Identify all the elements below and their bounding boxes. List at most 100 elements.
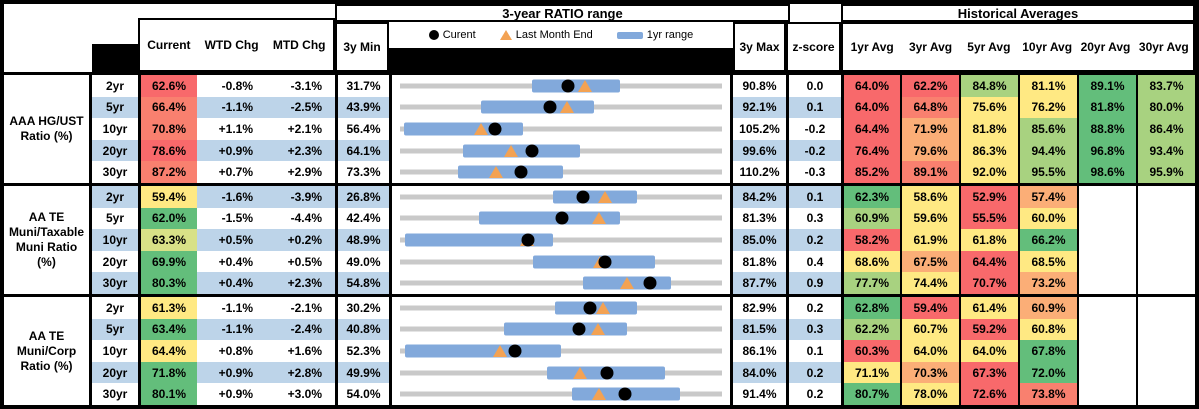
range-plot xyxy=(400,118,722,140)
avg-cell: 59.6% xyxy=(900,207,959,230)
current-dot xyxy=(643,276,657,290)
table-body: AAA HG/UST Ratio (%) 2yr 62.6% -0.8% -3.1% 31… xyxy=(4,72,1195,405)
min3y-cell: 49.9% xyxy=(335,361,389,384)
min3y-cell: 49.0% xyxy=(335,250,389,273)
avg-cell: 64.0% xyxy=(841,75,900,97)
avg-cell xyxy=(1077,297,1136,319)
min3y-cell: 52.3% xyxy=(335,340,389,362)
current-cell: 69.9% xyxy=(138,250,197,273)
current-dot xyxy=(555,211,569,225)
tenor-header-black-cell xyxy=(92,44,138,72)
avg-cell: 64.4% xyxy=(841,118,900,140)
tenor-cell: 5yr xyxy=(92,96,138,119)
range-chart-cell xyxy=(389,340,733,362)
range-track xyxy=(400,280,722,286)
chart-legend: Curent Last Month End 1yr range xyxy=(389,22,733,72)
current-dot xyxy=(583,301,597,315)
avg-cell: 89.1% xyxy=(900,161,959,183)
max3y-cell: 90.8% xyxy=(742,78,777,93)
range-plot xyxy=(400,161,722,183)
last-month-triangle-icon xyxy=(499,30,512,40)
mtd-change-cell: +2.9% xyxy=(287,165,322,180)
mtd-change-cell: -2.5% xyxy=(266,96,335,119)
table-row: 5yr 62.0% -1.5% -4.4% 42.4% 81.3% 0.3 60.9% 59.6… xyxy=(92,207,1195,230)
table-row: 10yr 64.4% +0.8% +1.6% 52.3% 86.1% 0.1 60.3% 64.… xyxy=(92,340,1195,362)
mtd-change-cell: +0.2% xyxy=(266,229,335,251)
range-track xyxy=(400,126,722,132)
avg-cell: 60.9% xyxy=(1018,297,1077,319)
mtd-change-cell: -3.1% xyxy=(290,78,322,93)
avg-col-header: 20yr Avg xyxy=(1080,40,1131,54)
zscore-cell: 0.2 xyxy=(786,297,841,319)
table-row: 5yr 66.4% -1.1% -2.5% 43.9% 92.1% 0.1 64.0% 64.8… xyxy=(92,96,1195,119)
max3y-column-header: 3y Max xyxy=(733,22,786,72)
max3y-cell: 87.7% xyxy=(733,272,786,294)
last-month-triangle xyxy=(503,144,518,157)
max3y-cell: 81.5% xyxy=(733,318,786,341)
avg-cell: 79.6% xyxy=(900,139,959,162)
tenor-cell: 2yr xyxy=(105,300,125,315)
current-cell: 70.8% xyxy=(138,118,197,140)
avg-cell: 61.8% xyxy=(959,229,1018,251)
wtd-change-cell: +0.9% xyxy=(218,387,253,402)
avg-col-header: 5yr Avg xyxy=(967,40,1011,54)
max3y-cell: 91.4% xyxy=(742,387,777,402)
legend-current-label: Curent xyxy=(442,29,476,41)
avg-cell: 81.1% xyxy=(1018,75,1077,97)
min3y-cell: 64.1% xyxy=(335,139,389,162)
range-track xyxy=(400,348,722,354)
avg-cell: 70.7% xyxy=(959,272,1018,294)
zscore-cell: 0.2 xyxy=(786,229,841,251)
range-chart-cell xyxy=(389,250,733,273)
wtd-change-cell: +0.9% xyxy=(197,361,266,384)
avg-cell: 59.2% xyxy=(959,318,1018,341)
change-columns-header: Current WTD Chg MTD Chg xyxy=(138,18,335,72)
ratio-group: AA TE Muni/Taxable Muni Ratio (%) 2yr 59.4… xyxy=(4,183,1195,294)
range-bar-1yr xyxy=(404,344,561,358)
max3y-cell: 105.2% xyxy=(739,121,780,136)
last-month-triangle xyxy=(620,277,635,290)
last-month-triangle xyxy=(573,366,588,379)
zscore-cell: 0.1 xyxy=(786,96,841,119)
table-row: 5yr 63.4% -1.1% -2.4% 40.8% 81.5% 0.3 62.2% 60.7… xyxy=(92,318,1195,341)
avg-cell: 83.7% xyxy=(1136,75,1195,97)
range-bar-icon xyxy=(616,31,643,39)
range-chart-cell xyxy=(389,118,733,140)
avg-cell: 62.8% xyxy=(841,297,900,319)
max3y-cell: 81.3% xyxy=(742,211,777,226)
current-dot xyxy=(514,165,528,179)
avg-cell: 60.3% xyxy=(841,340,900,362)
avg-cell: 96.8% xyxy=(1077,139,1136,162)
wtd-change-cell: +0.4% xyxy=(197,272,266,294)
range-bar-1yr xyxy=(462,144,581,158)
max3y-cell: 81.8% xyxy=(742,254,777,269)
avg-cell: 67.5% xyxy=(900,250,959,273)
min3y-cell: 26.8% xyxy=(335,186,389,208)
zscore-cell: -0.2 xyxy=(786,118,841,140)
avg-cell: 80.0% xyxy=(1136,96,1195,119)
avg-col-header: 1yr Avg xyxy=(850,40,894,54)
range-track xyxy=(400,237,722,243)
avg-cell: 61.4% xyxy=(959,297,1018,319)
current-dot xyxy=(561,79,575,93)
wtd-change-cell: +0.9% xyxy=(197,139,266,162)
current-cell: 71.8% xyxy=(138,361,197,384)
avg-cell xyxy=(1077,361,1136,384)
range-plot xyxy=(400,140,722,162)
min3y-cell: 73.3% xyxy=(335,161,389,183)
current-dot xyxy=(576,190,590,204)
avg-cell xyxy=(1136,340,1195,362)
tenor-cell: 2yr xyxy=(92,186,138,208)
avg-cell xyxy=(1077,272,1136,294)
avg-cell: 80.7% xyxy=(841,383,900,405)
last-month-triangle xyxy=(597,190,612,203)
current-cell: 61.3% xyxy=(138,297,197,319)
tenor-cell: 20yr xyxy=(92,361,138,384)
current-cell: 63.3% xyxy=(138,229,197,251)
current-dot xyxy=(598,255,612,269)
range-chart-cell xyxy=(389,75,733,97)
range-chart-cell xyxy=(389,186,733,208)
zscore-cell: 0.4 xyxy=(786,250,841,273)
avg-cell: 58.2% xyxy=(841,229,900,251)
ratio-group: AAA HG/UST Ratio (%) 2yr 62.6% -0.8% -3.1% 31… xyxy=(4,75,1195,183)
